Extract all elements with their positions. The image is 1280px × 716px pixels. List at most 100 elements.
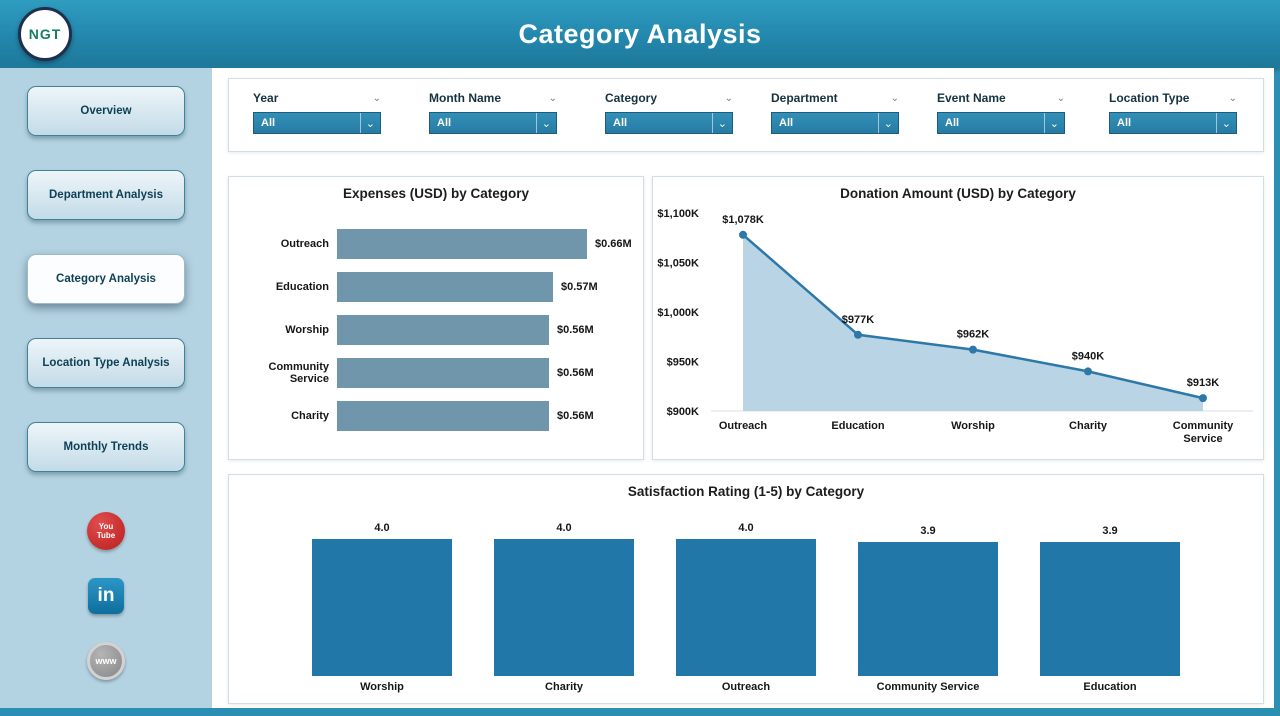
- filter-select-year[interactable]: All ⌄: [253, 112, 381, 134]
- x-axis-label: Education: [831, 420, 884, 432]
- value-label: 4.0: [738, 522, 754, 534]
- y-tick-label: $1,050K: [657, 258, 699, 270]
- x-axis-label: Outreach: [719, 420, 768, 432]
- filter-selected-value: All: [945, 117, 960, 129]
- y-tick-label: $900K: [667, 406, 699, 418]
- filter-label: Month Name: [429, 91, 501, 105]
- x-axis-label: Community Service: [1173, 420, 1234, 445]
- sidebar: Overview Department Analysis Category Anal…: [0, 68, 212, 708]
- filter-category: Category ⌄ All ⌄: [605, 89, 733, 134]
- filter-label: Location Type: [1109, 91, 1190, 105]
- filter-month-name: Month Name ⌄ All ⌄: [429, 89, 557, 134]
- header: NGT Category Analysis: [0, 0, 1280, 68]
- chevron-down-icon[interactable]: ⌄: [1056, 92, 1065, 104]
- satisfaction-bars: 4.0 4.0 4.0 3.9 3.9: [229, 511, 1263, 676]
- bar: [337, 272, 553, 302]
- chevron-down-icon[interactable]: ⌄: [548, 92, 557, 104]
- youtube-label: You Tube: [96, 521, 116, 540]
- satisfaction-panel: Satisfaction Rating (1-5) by Category 4.…: [228, 474, 1264, 704]
- value-label: $0.57M: [561, 281, 598, 293]
- bar: [337, 401, 549, 431]
- category-label: Worship: [285, 324, 329, 336]
- sidebar-item-location-type-analysis[interactable]: Location Type Analysis: [27, 338, 185, 388]
- value-label: 3.9: [920, 525, 936, 537]
- logo: NGT: [18, 7, 72, 61]
- filter-selected-value: All: [613, 117, 628, 129]
- value-label: 4.0: [556, 522, 572, 534]
- category-label: Education: [275, 281, 329, 293]
- y-tick-label: $1,000K: [657, 307, 699, 319]
- youtube-icon[interactable]: You Tube: [87, 512, 125, 550]
- bar: [337, 315, 549, 345]
- sidebar-item-monthly-trends[interactable]: Monthly Trends: [27, 422, 185, 472]
- bar-row: Education $0.57M: [229, 272, 643, 302]
- linkedin-icon[interactable]: in: [88, 578, 124, 614]
- sidebar-item-overview[interactable]: Overview: [27, 86, 185, 136]
- expenses-chart: Outreach $0.66M Education $0.57M Worship $0.5…: [229, 229, 643, 444]
- filter-selected-value: All: [261, 117, 276, 129]
- y-tick-label: $1,100K: [657, 208, 699, 220]
- value-label: $940K: [1072, 350, 1104, 362]
- chevron-down-icon[interactable]: ⌄: [1228, 92, 1237, 104]
- sidebar-item-category-analysis[interactable]: Category Analysis: [27, 254, 185, 304]
- bar-row: Outreach $0.66M: [229, 229, 643, 259]
- filter-header: Category ⌄: [605, 89, 733, 107]
- website-label: www: [95, 656, 117, 666]
- filter-header: Month Name ⌄: [429, 89, 557, 107]
- chevron-down-icon[interactable]: ⌄: [890, 92, 899, 104]
- chevron-down-icon[interactable]: ⌄: [372, 92, 381, 104]
- filter-label: Category: [605, 91, 658, 105]
- filter-select-department[interactable]: All ⌄: [771, 112, 899, 134]
- donation-chart: $1,100K $1,050K $1,000K $950K $900K $1,078K $9…: [657, 208, 1253, 445]
- website-icon[interactable]: www: [87, 642, 125, 680]
- bar: [858, 542, 998, 676]
- data-point: [739, 230, 747, 239]
- bar-column: 4.0: [312, 522, 452, 676]
- value-label: $962K: [957, 329, 989, 341]
- data-point: [1084, 367, 1092, 376]
- value-label: $0.56M: [557, 367, 594, 379]
- chevron-down-icon: ⌄: [877, 113, 898, 133]
- category-label: Charity: [545, 681, 583, 693]
- bar-column: 3.9: [858, 525, 998, 676]
- filter-select-category[interactable]: All ⌄: [605, 112, 733, 134]
- filter-select-month-name[interactable]: All ⌄: [429, 112, 557, 134]
- filter-select-event-name[interactable]: All ⌄: [937, 112, 1065, 134]
- sidebar-item-department-analysis[interactable]: Department Analysis: [27, 170, 185, 220]
- filter-location-type: Location Type ⌄ All ⌄: [1109, 89, 1237, 134]
- value-label: $0.56M: [557, 410, 594, 422]
- filter-year: Year ⌄ All ⌄: [253, 89, 381, 134]
- chevron-down-icon[interactable]: ⌄: [724, 92, 733, 104]
- chart-title: Expenses (USD) by Category: [342, 186, 530, 201]
- filter-event-name: Event Name ⌄ All ⌄: [937, 89, 1065, 134]
- category-label: Education: [1083, 681, 1137, 693]
- x-axis-label: Worship: [951, 420, 995, 432]
- filter-header: Event Name ⌄: [937, 89, 1065, 107]
- bar-column: 4.0: [676, 522, 816, 676]
- filter-department: Department ⌄ All ⌄: [771, 89, 899, 134]
- chart-title: Donation Amount (USD) by Category: [840, 186, 1076, 201]
- bar-column: 4.0: [494, 522, 634, 676]
- chevron-down-icon: ⌄: [1043, 113, 1064, 133]
- data-point: [1199, 394, 1207, 403]
- filter-header: Location Type ⌄: [1109, 89, 1237, 107]
- filter-label: Year: [253, 91, 279, 105]
- filter-label: Department: [771, 91, 838, 105]
- expenses-panel: Expenses (USD) by Category Outreach $0.66…: [228, 176, 644, 460]
- value-label: $0.66M: [595, 238, 632, 250]
- bar-row: Worship $0.56M: [229, 315, 643, 345]
- linkedin-label: in: [97, 585, 115, 606]
- main-content: Year ⌄ All ⌄ Month Name ⌄ All ⌄ Category ⌄ All ⌄ Dep…: [212, 68, 1274, 708]
- category-label: Outreach: [280, 238, 329, 250]
- y-tick-label: $950K: [667, 357, 699, 369]
- filter-header: Year ⌄: [253, 89, 381, 107]
- bar: [337, 229, 587, 259]
- category-label: Community Service: [268, 361, 330, 385]
- bar: [312, 539, 452, 676]
- filter-select-location-type[interactable]: All ⌄: [1109, 112, 1237, 134]
- filter-selected-value: All: [437, 117, 452, 129]
- chevron-down-icon: ⌄: [535, 113, 556, 133]
- donation-panel: Donation Amount (USD) by Category $1,100…: [652, 176, 1264, 460]
- data-point: [969, 345, 977, 354]
- chart-title: Satisfaction Rating (1-5) by Category: [627, 484, 865, 499]
